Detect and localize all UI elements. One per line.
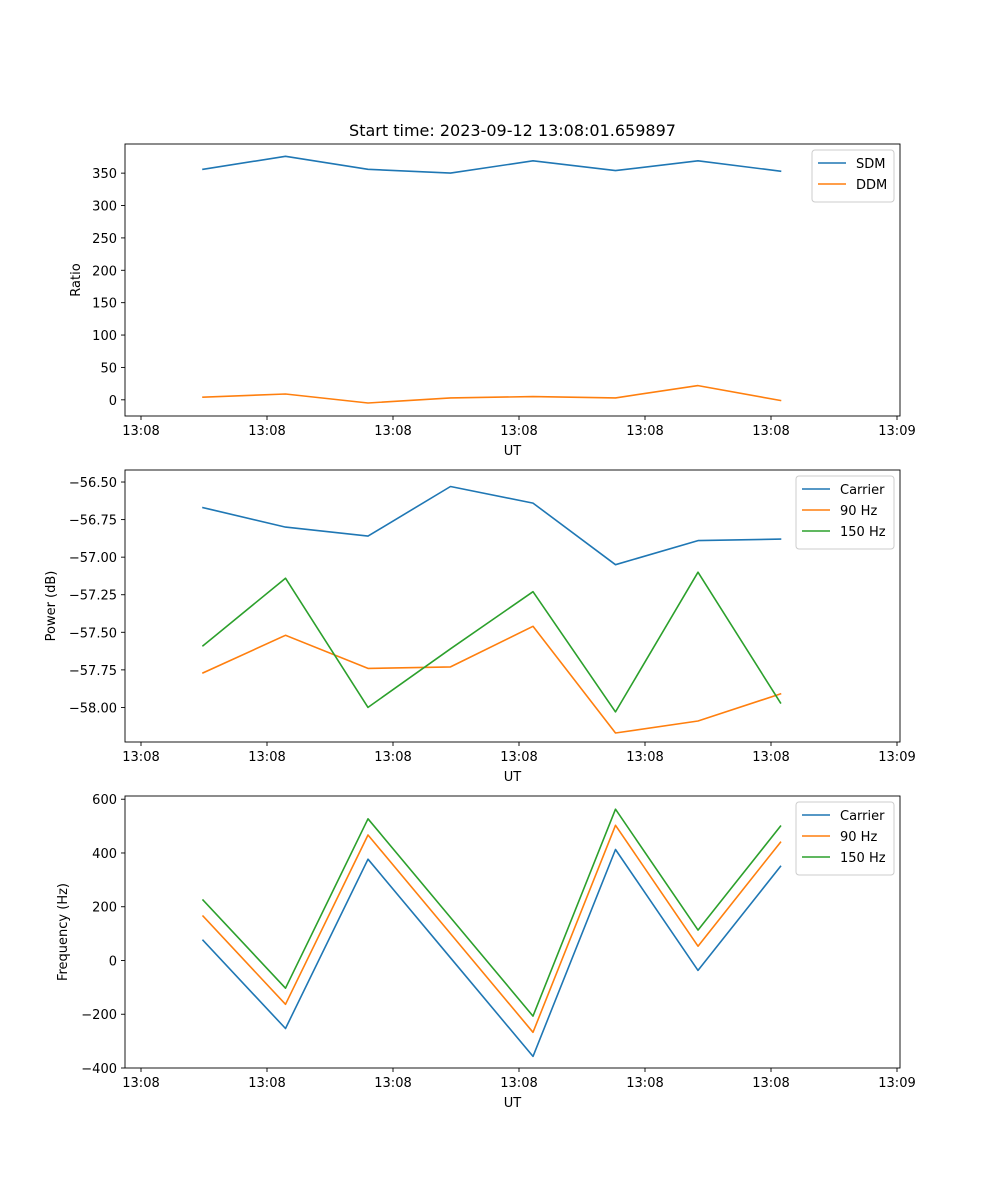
x-tick-label: 13:08 xyxy=(626,1076,663,1091)
x-tick-label: 13:08 xyxy=(374,1076,411,1091)
legend-label: 90 Hz xyxy=(840,830,877,845)
y-tick-label: −57.00 xyxy=(69,551,117,566)
x-tick-label: 13:08 xyxy=(374,750,411,765)
series-line-carrier xyxy=(202,485,782,566)
x-tick-label: 13:08 xyxy=(500,1076,537,1091)
y-axis-label: Power (dB) xyxy=(44,571,59,642)
y-tick-label: 250 xyxy=(92,232,117,247)
chart-title: Start time: 2023-09-12 13:08:01.659897 xyxy=(349,121,676,140)
y-tick-label: −56.75 xyxy=(69,514,117,529)
y-tick-label: 300 xyxy=(92,200,117,215)
x-tick-label: 13:08 xyxy=(248,424,285,439)
x-tick-label: 13:09 xyxy=(878,424,915,439)
legend-label: 150 Hz xyxy=(840,525,886,540)
y-tick-label: −57.75 xyxy=(69,664,117,679)
legend-label: 90 Hz xyxy=(840,504,877,519)
x-tick-label: 13:08 xyxy=(626,424,663,439)
subplot-3: 13:08 13:08 13:08 13:08 13:08 13:08 13:09 UT −40… xyxy=(56,793,916,1111)
x-tick-label: 13:08 xyxy=(500,424,537,439)
y-tick-label: 100 xyxy=(92,329,117,344)
y-tick-label: 0 xyxy=(109,954,117,969)
y-axis-label: Ratio xyxy=(69,263,84,296)
y-axis-label: Frequency (Hz) xyxy=(56,883,71,981)
axes-frame xyxy=(124,469,901,743)
axes-frame xyxy=(124,795,901,1069)
x-tick-label: 13:08 xyxy=(626,750,663,765)
x-tick-label: 13:08 xyxy=(122,424,159,439)
x-axis-label: UT xyxy=(504,770,522,785)
x-tick-label: 13:08 xyxy=(752,750,789,765)
x-tick-label: 13:08 xyxy=(248,1076,285,1091)
subplot-1: Start time: 2023-09-12 13:08:01.659897 13… xyxy=(69,121,916,459)
x-tick-label: 13:09 xyxy=(878,1076,915,1091)
y-tick-label: 200 xyxy=(92,901,117,916)
series-line-sdm xyxy=(202,155,782,174)
y-tick-label: 50 xyxy=(100,361,117,376)
y-tick-label: −57.50 xyxy=(69,626,117,641)
y-tick-label: 0 xyxy=(109,394,117,409)
x-axis-label: UT xyxy=(504,444,522,459)
y-tick-label: −57.25 xyxy=(69,589,117,604)
y-tick-label: −56.50 xyxy=(69,476,117,491)
legend-label: Carrier xyxy=(840,809,885,824)
y-tick-label: 200 xyxy=(92,264,117,279)
x-tick-label: 13:08 xyxy=(752,424,789,439)
series-line-90-hz xyxy=(201,824,782,1034)
series-line-carrier xyxy=(201,848,782,1058)
axes-frame xyxy=(124,143,901,417)
y-tick-label: −400 xyxy=(81,1062,117,1077)
y-tick-label: −200 xyxy=(81,1008,117,1023)
x-tick-label: 13:09 xyxy=(878,750,915,765)
legend-label: Carrier xyxy=(840,483,885,498)
subplot-2: 13:08 13:08 13:08 13:08 13:08 13:08 13:09 UT −58… xyxy=(44,469,916,785)
y-tick-label: 400 xyxy=(92,847,117,862)
series-line-90-hz xyxy=(201,625,782,734)
y-tick-label: −58.00 xyxy=(69,701,117,716)
legend-label: DDM xyxy=(856,178,887,193)
legend-label: SDM xyxy=(856,157,885,172)
x-tick-label: 13:08 xyxy=(122,1076,159,1091)
series-line-150-hz xyxy=(201,571,782,713)
y-tick-label: 350 xyxy=(92,167,117,182)
series-line-ddm xyxy=(202,384,782,404)
x-tick-label: 13:08 xyxy=(122,750,159,765)
x-tick-label: 13:08 xyxy=(500,750,537,765)
x-axis-label: UT xyxy=(504,1096,522,1111)
x-tick-label: 13:08 xyxy=(248,750,285,765)
series-line-150-hz xyxy=(201,808,782,1017)
y-tick-label: 600 xyxy=(92,793,117,808)
y-tick-label: 150 xyxy=(92,297,117,312)
legend-label: 150 Hz xyxy=(840,851,886,866)
x-tick-label: 13:08 xyxy=(752,1076,789,1091)
x-tick-label: 13:08 xyxy=(374,424,411,439)
